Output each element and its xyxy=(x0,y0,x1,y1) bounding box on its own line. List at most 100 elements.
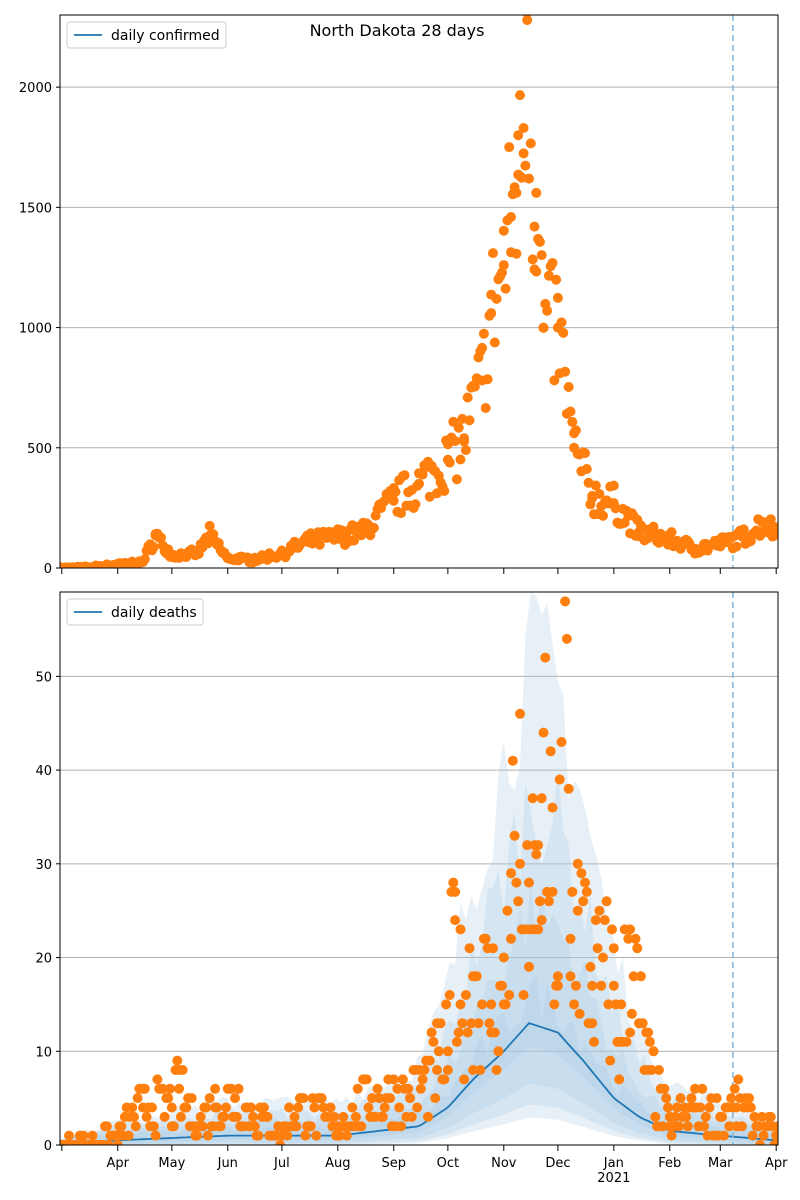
data-point xyxy=(138,1102,148,1113)
data-point xyxy=(626,1008,637,1019)
data-point xyxy=(139,1083,150,1094)
data-point xyxy=(607,924,617,935)
data-point xyxy=(289,1111,300,1122)
x-tick-label: Mar xyxy=(708,1156,733,1171)
data-point xyxy=(152,1074,163,1085)
data-point xyxy=(489,337,500,348)
data-point xyxy=(643,1027,654,1038)
data-point xyxy=(538,727,549,738)
data-point xyxy=(338,1111,349,1122)
data-point xyxy=(675,1093,686,1104)
data-point xyxy=(430,1093,441,1104)
data-point xyxy=(172,1055,183,1066)
data-point xyxy=(475,1065,486,1075)
data-point xyxy=(740,531,751,542)
data-point xyxy=(657,1121,668,1132)
data-point xyxy=(352,1083,363,1094)
data-point xyxy=(603,999,614,1010)
data-point xyxy=(222,553,233,564)
data-point xyxy=(552,980,563,991)
data-point xyxy=(166,551,177,561)
data-point xyxy=(60,1140,67,1145)
y-tick-label: 0 xyxy=(44,562,52,577)
data-point xyxy=(697,1083,708,1094)
data-point xyxy=(536,915,547,926)
data-point xyxy=(258,1102,269,1113)
data-point xyxy=(653,1065,664,1075)
data-point xyxy=(379,1102,390,1113)
data-point xyxy=(442,454,453,465)
data-point xyxy=(204,530,215,541)
data-point xyxy=(489,1027,500,1038)
data-point xyxy=(157,1083,168,1094)
data-point xyxy=(82,562,93,568)
data-point xyxy=(439,1074,450,1085)
y-tick-label: 10 xyxy=(35,1045,52,1060)
data-point xyxy=(715,539,726,549)
data-point xyxy=(358,526,369,537)
data-point xyxy=(392,1083,403,1094)
data-point xyxy=(450,436,461,447)
data-point xyxy=(643,1065,654,1075)
data-point xyxy=(733,1074,744,1085)
data-point xyxy=(166,1102,177,1113)
legend-box xyxy=(66,21,227,49)
data-point xyxy=(524,961,534,972)
data-point xyxy=(682,1121,693,1132)
data-point xyxy=(439,486,450,496)
data-point xyxy=(700,1111,711,1122)
y-tick-label: 20 xyxy=(35,952,52,967)
data-point xyxy=(406,1111,417,1122)
data-point xyxy=(628,971,639,982)
data-point xyxy=(204,520,215,531)
data-point xyxy=(414,478,424,489)
data-point xyxy=(527,254,538,265)
data-point xyxy=(587,490,598,501)
data-point xyxy=(524,877,534,888)
data-point xyxy=(507,755,518,766)
data-point xyxy=(112,559,123,568)
data-point xyxy=(468,971,479,982)
data-point xyxy=(590,915,601,926)
x-tick-label: Feb xyxy=(658,1156,681,1171)
data-point xyxy=(581,464,592,474)
data-point xyxy=(704,1102,715,1113)
data-point xyxy=(758,517,769,528)
data-point xyxy=(150,1130,161,1141)
data-point xyxy=(276,548,287,559)
data-point xyxy=(130,1121,141,1132)
data-point xyxy=(486,308,497,319)
data-point xyxy=(367,1093,378,1104)
data-point xyxy=(138,557,148,567)
data-point xyxy=(103,1140,114,1145)
data-point xyxy=(329,1111,340,1122)
data-point xyxy=(405,1093,415,1104)
data-point xyxy=(116,1121,127,1132)
data-point xyxy=(726,1093,737,1104)
data-point xyxy=(441,999,452,1010)
data-point xyxy=(469,381,480,392)
data-point xyxy=(580,877,590,888)
uncertainty-band xyxy=(60,882,775,1145)
data-point xyxy=(565,933,576,944)
data-point xyxy=(311,1130,322,1141)
data-point xyxy=(442,1065,453,1075)
axes-frame xyxy=(59,591,779,1146)
x-tick-label: Oct xyxy=(437,1156,459,1171)
data-point xyxy=(192,548,203,559)
data-point xyxy=(569,999,580,1010)
data-point xyxy=(596,980,607,991)
data-point xyxy=(488,248,498,259)
data-point xyxy=(417,1074,428,1085)
y-tick-label: 1500 xyxy=(19,201,52,216)
data-point xyxy=(616,999,627,1010)
data-point xyxy=(233,1083,244,1094)
data-point xyxy=(309,1102,320,1113)
data-point xyxy=(202,1130,213,1141)
data-point xyxy=(504,142,515,153)
data-point xyxy=(531,187,542,198)
data-point xyxy=(451,474,462,485)
x-tick-label: May xyxy=(158,1156,185,1171)
data-point xyxy=(419,1065,430,1075)
data-point xyxy=(390,486,401,497)
